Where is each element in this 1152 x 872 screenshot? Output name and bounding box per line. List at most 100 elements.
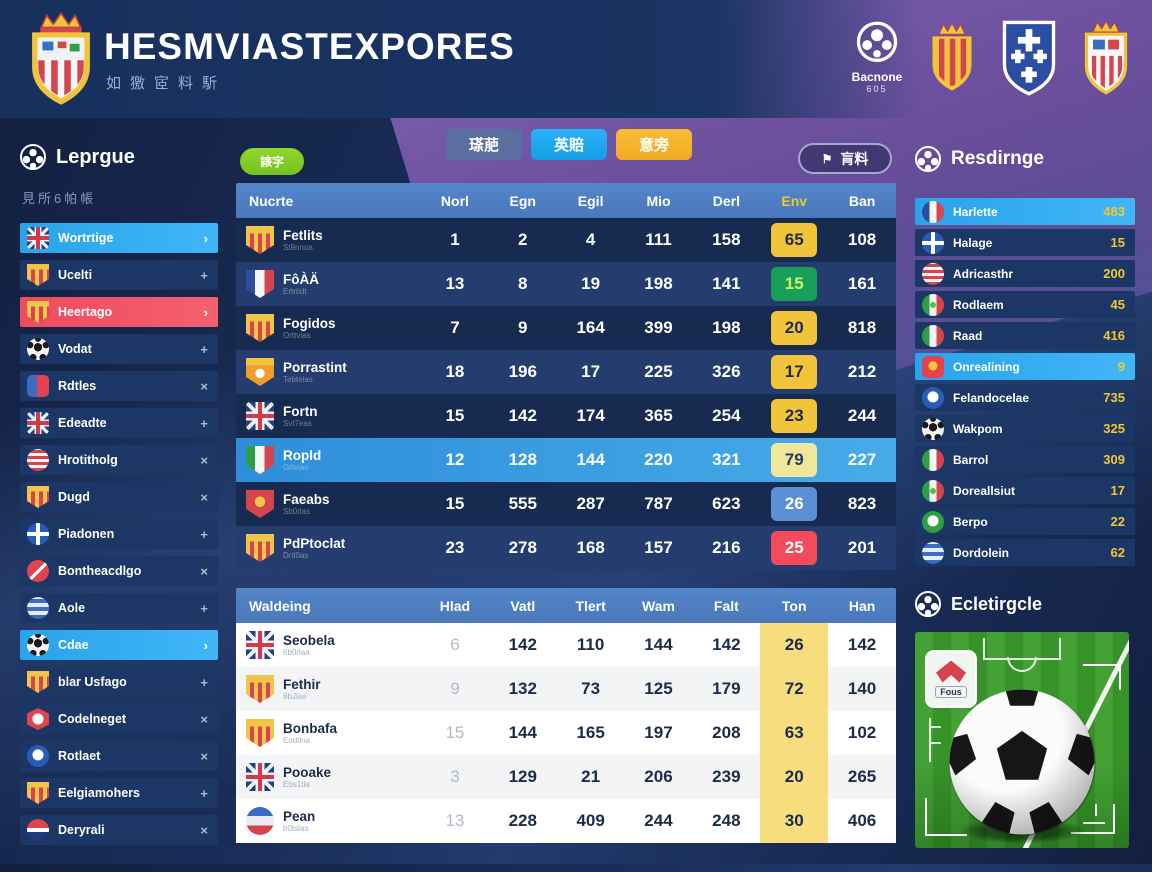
ranking-label: Berpo xyxy=(953,514,988,529)
stat-value: 128 xyxy=(508,450,537,469)
stat-badge-cell: 25 xyxy=(760,526,828,570)
stat-value: 196 xyxy=(508,362,537,381)
ranking-value: 483 xyxy=(1103,204,1125,219)
chevron-right-icon: › xyxy=(203,304,208,320)
stat-value: 823 xyxy=(847,494,877,513)
ranking-item-selected[interactable]: Onrealining 9 xyxy=(915,353,1135,380)
stat-value: 110 xyxy=(576,635,605,654)
stat-value: 212 xyxy=(847,362,877,381)
stat-value: 144 xyxy=(508,723,537,742)
tab-league-1[interactable]: 瑹萉 xyxy=(446,129,522,160)
country-flag-icon xyxy=(922,293,944,316)
stat-value: 144 xyxy=(644,635,673,654)
tab-league-2[interactable]: 英賠 xyxy=(531,129,607,160)
sidebar-item-label: Vodat xyxy=(58,342,92,356)
table-row[interactable]: Fortn Svt7eas 15 142 174 365 254 23 244 xyxy=(236,394,896,438)
ranking-item[interactable]: Berpo 22 xyxy=(915,508,1135,535)
table-row[interactable]: Fetlits St9nnoa 1 2 4 111 158 65 108 xyxy=(236,218,896,262)
frame-corner-top-right xyxy=(1083,664,1121,690)
table-row[interactable]: PdPtoclat Drtl0as 23 278 168 157 216 25 2… xyxy=(236,526,896,570)
sidebar-item[interactable]: blar Usfago + xyxy=(20,667,218,697)
team-flag-icon xyxy=(246,763,274,791)
ranking-item[interactable]: Doreallsiut 17 xyxy=(915,477,1135,504)
sidebar-item[interactable]: Vodat + xyxy=(20,334,218,364)
ranking-item[interactable]: Wakpom 325 xyxy=(915,415,1135,442)
plus-icon: + xyxy=(200,600,208,616)
table-row[interactable]: Fethir 8bJlae 9 132 73 125 179 72 140 xyxy=(236,667,896,711)
stat-value-highlighted: 72 xyxy=(760,667,829,711)
table-row[interactable]: Seobela 6b0rlaa 6 142 110 144 142 26 142 xyxy=(236,623,896,667)
ranking-item[interactable]: Adricasthr 200 xyxy=(915,260,1135,287)
globe-icon xyxy=(20,144,46,170)
stat-value: 15 xyxy=(445,494,465,513)
sidebar-item[interactable]: Codelneget × xyxy=(20,704,218,734)
app-title: HESMVIASTEXPORES xyxy=(104,26,515,67)
crest-gold-red-icon xyxy=(926,21,978,93)
sidebar-item[interactable]: Aole + xyxy=(20,593,218,623)
stat-value: 818 xyxy=(847,318,877,337)
team-flag-icon xyxy=(246,446,274,474)
stat-value: 21 xyxy=(581,767,601,786)
table-row-selected[interactable]: Ropld Grtvian 12 128 144 220 321 79 227 xyxy=(236,438,896,482)
ranking-item[interactable]: Harlette 483 xyxy=(915,198,1135,225)
stat-badge-cell: 26 xyxy=(760,482,828,526)
close-icon: × xyxy=(200,822,208,838)
team-crest-icon xyxy=(246,314,274,342)
league-flag-icon xyxy=(27,449,49,471)
plus-icon: + xyxy=(200,674,208,690)
stat-value: 206 xyxy=(644,767,673,786)
ranking-item[interactable]: Dordolein 62 xyxy=(915,539,1135,566)
country-flag-icon xyxy=(922,324,944,347)
stat-value: 142 xyxy=(508,406,537,425)
media-card[interactable]: Fous xyxy=(915,632,1129,848)
sidebar-item[interactable]: Eelgiamohers + xyxy=(20,778,218,808)
filter-pill-button[interactable]: 諘字 xyxy=(240,148,304,175)
team-crest-icon xyxy=(246,226,274,254)
sidebar-item[interactable]: Bontheacdlgo × xyxy=(20,556,218,586)
close-icon: × xyxy=(200,711,208,727)
stat-value: 244 xyxy=(847,406,877,425)
sidebar-item[interactable]: Ucelti + xyxy=(20,260,218,290)
table-row[interactable]: Pean b0tslas 13 228 409 244 248 30 406 xyxy=(236,799,896,843)
ranking-item[interactable]: Raad 416 xyxy=(915,322,1135,349)
sidebar-item[interactable]: Hrotitholg × xyxy=(20,445,218,475)
sidebar-item[interactable]: Rdtles × xyxy=(20,371,218,401)
info-button[interactable]: ⚑ 肓料 xyxy=(798,143,892,174)
team-name: Seobela xyxy=(283,632,335,648)
table-row[interactable]: Bonbafa Eodtlna 15 144 165 197 208 63 102 xyxy=(236,711,896,755)
stat-value: 225 xyxy=(644,362,673,381)
sidebar-item[interactable]: Deryrali × xyxy=(20,815,218,845)
sidebar-item-label: Edeadte xyxy=(58,416,107,430)
stat-value: 220 xyxy=(644,450,673,469)
table-row[interactable]: FôÀÄ Ertrtidt 13 8 19 198 141 15 161 xyxy=(236,262,896,306)
sidebar-item[interactable]: Wortrtige › xyxy=(20,223,218,253)
ranking-label: Doreallsiut xyxy=(953,483,1016,498)
team-name: Ropld xyxy=(283,447,322,463)
ranking-item[interactable]: Halage 15 xyxy=(915,229,1135,256)
rankings-title-text: Resdirnge xyxy=(951,148,1044,169)
ranking-item[interactable]: Rodlaem 45 xyxy=(915,291,1135,318)
table-row[interactable]: Pooake Ebs1tla 3 129 21 206 239 20 265 xyxy=(236,755,896,799)
shield-blue-cross-icon xyxy=(1000,18,1058,96)
stat-value: 321 xyxy=(712,450,741,469)
stat-value: 406 xyxy=(847,811,877,830)
sidebar-item[interactable]: Rotlaet × xyxy=(20,741,218,771)
sidebar-item-label: Heertago xyxy=(58,305,113,319)
ranking-item[interactable]: Barrol 309 xyxy=(915,446,1135,473)
sidebar-item[interactable]: Edeadte + xyxy=(20,408,218,438)
table-row[interactable]: Porrastint Tebteias 18 196 17 225 326 17 … xyxy=(236,350,896,394)
stat-value: 8 xyxy=(518,274,528,293)
stat-value: 129 xyxy=(508,767,537,786)
sidebar-item-label: blar Usfago xyxy=(58,675,127,689)
tab-league-3[interactable]: 意旁 xyxy=(616,129,692,160)
ranking-item[interactable]: Felandocelae 735 xyxy=(915,384,1135,411)
table-row[interactable]: Fogidos Orttvias 7 9 164 399 198 20 818 xyxy=(236,306,896,350)
column-header: Egil xyxy=(577,192,604,209)
stat-value: 248 xyxy=(712,811,741,830)
sidebar-item[interactable]: Heertago › xyxy=(20,297,218,327)
table-row[interactable]: Faeabs Sb0rlas 15 555 287 787 623 26 823 xyxy=(236,482,896,526)
team-name: Fethir xyxy=(283,676,321,692)
sidebar-item[interactable]: Cdae › xyxy=(20,630,218,660)
sidebar-item[interactable]: Piadonen + xyxy=(20,519,218,549)
sidebar-item[interactable]: Dugd × xyxy=(20,482,218,512)
